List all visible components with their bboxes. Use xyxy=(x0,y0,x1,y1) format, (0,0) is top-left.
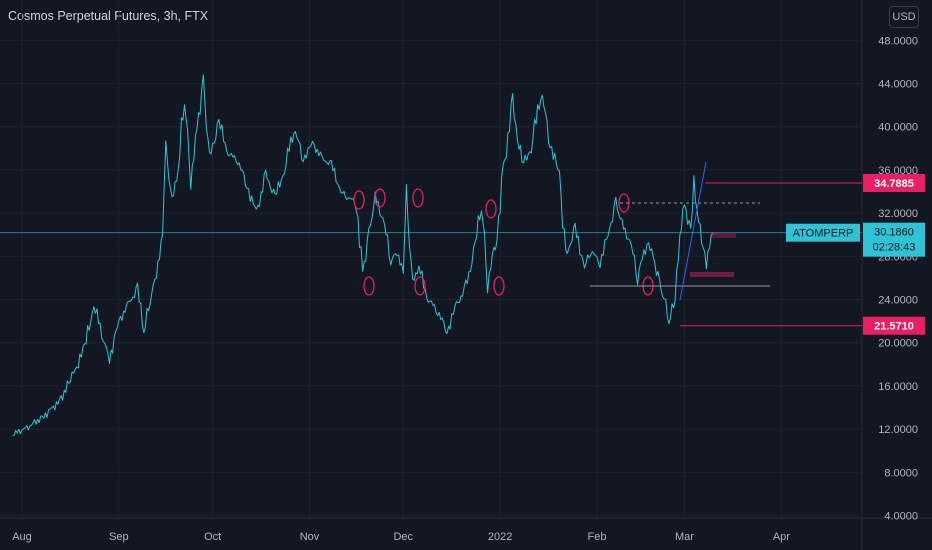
y-tick-label: 12.0000 xyxy=(878,424,918,436)
currency-button[interactable]: USD xyxy=(889,6,919,28)
level-label: 34.7885 xyxy=(874,178,914,190)
last-price-box xyxy=(863,222,925,257)
zone-box xyxy=(690,272,734,277)
level-label-box xyxy=(863,173,925,192)
symbol-label-box xyxy=(786,223,860,242)
annotation-circle xyxy=(485,199,497,219)
x-tick-label: Dec xyxy=(393,531,413,543)
y-tick-label: 20.0000 xyxy=(878,338,918,350)
y-tick-label: 48.0000 xyxy=(878,35,918,47)
y-tick-label: 44.0000 xyxy=(878,79,918,91)
y-tick-label: 16.0000 xyxy=(878,381,918,393)
chart-title: Cosmos Perpetual Futures, 3h, FTX xyxy=(8,9,209,23)
y-tick-label: 24.0000 xyxy=(878,295,918,307)
x-tick-label: Apr xyxy=(773,531,790,543)
y-tick-label: 32.0000 xyxy=(878,208,918,220)
level-label-box xyxy=(863,316,925,335)
x-tick-label: Oct xyxy=(204,531,221,543)
annotation-circle xyxy=(412,188,424,208)
zone-box-upper xyxy=(710,233,736,238)
annotation-circle xyxy=(374,188,386,208)
y-tick-label: 40.0000 xyxy=(878,122,918,134)
x-tick-label: Sep xyxy=(109,531,129,543)
countdown-label: 02:28:43 xyxy=(873,242,916,254)
x-tick-label: Nov xyxy=(300,531,320,543)
annotation-circle xyxy=(414,276,426,296)
annotation-circle xyxy=(353,190,365,210)
y-tick-label: 36.0000 xyxy=(878,165,918,177)
trend-line xyxy=(679,161,707,301)
level-label: 21.5710 xyxy=(874,321,914,333)
last-price-value: 30.1860 xyxy=(874,227,914,239)
x-tick-label: Aug xyxy=(12,531,32,543)
symbol-label: ATOMPERP xyxy=(793,228,854,240)
x-tick-label: Feb xyxy=(588,531,607,543)
annotation-circle xyxy=(363,276,375,296)
x-tick-label: 2022 xyxy=(488,531,512,543)
y-tick-label: 4.0000 xyxy=(884,511,918,523)
x-tick-label: Mar xyxy=(675,531,694,543)
annotation-circle xyxy=(493,276,505,296)
price-series-line xyxy=(12,74,714,437)
y-tick-label: 8.0000 xyxy=(884,467,918,479)
